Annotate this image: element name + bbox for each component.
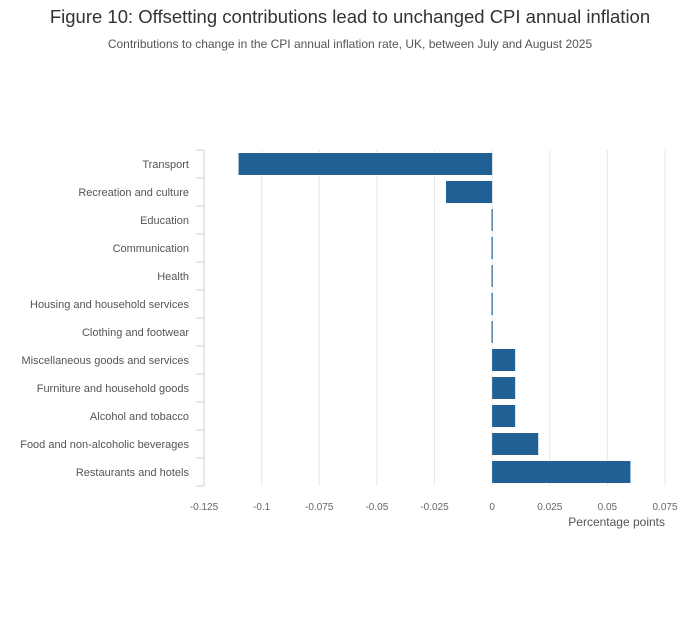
chart-subtitle: Contributions to change in the CPI annua… bbox=[107, 37, 593, 51]
bar bbox=[491, 237, 493, 259]
category-label: Education bbox=[140, 215, 189, 227]
category-labels: Transport Recreation and culture Education… bbox=[20, 159, 189, 479]
category-label: Transport bbox=[142, 159, 189, 171]
bar bbox=[492, 377, 516, 399]
x-axis-label: Percentage points bbox=[568, 515, 665, 529]
bar bbox=[238, 153, 493, 175]
category-label: Alcohol and tobacco bbox=[90, 411, 189, 423]
x-tick-label: 0 bbox=[489, 502, 495, 513]
grid-lines bbox=[261, 150, 666, 486]
category-label: Housing and household services bbox=[30, 299, 189, 311]
chart-title: Figure 10: Offsetting contributions lead… bbox=[49, 6, 651, 27]
x-tick-label: -0.125 bbox=[190, 502, 219, 513]
bar bbox=[492, 461, 631, 483]
bar bbox=[492, 405, 516, 427]
category-label: Clothing and footwear bbox=[82, 327, 189, 339]
bar bbox=[491, 321, 493, 343]
category-label: Restaurants and hotels bbox=[76, 467, 190, 479]
category-label: Furniture and household goods bbox=[37, 383, 190, 395]
category-label: Food and non-alcoholic beverages bbox=[20, 439, 189, 451]
x-tick-label: 0.025 bbox=[537, 502, 562, 513]
x-tick-label: 0.075 bbox=[652, 502, 677, 513]
bar bbox=[491, 293, 493, 315]
x-tick-label: -0.05 bbox=[365, 502, 388, 513]
category-label: Miscellaneous goods and services bbox=[21, 355, 189, 367]
x-tick-label: -0.075 bbox=[305, 502, 334, 513]
category-label: Recreation and culture bbox=[78, 187, 189, 199]
bar bbox=[491, 265, 493, 287]
x-tick-label: -0.025 bbox=[420, 502, 449, 513]
bar bbox=[492, 433, 539, 455]
bar bbox=[492, 349, 516, 371]
category-label: Communication bbox=[113, 243, 189, 255]
bar bbox=[446, 181, 493, 203]
bar bbox=[491, 209, 493, 231]
category-label: Health bbox=[157, 271, 189, 283]
y-axis bbox=[196, 149, 205, 487]
bars bbox=[238, 153, 631, 483]
x-tick-label: 0.05 bbox=[598, 502, 618, 513]
x-tick-labels: -0.125 -0.1 -0.075 -0.05 -0.025 0 0.025 0.05 0.0… bbox=[190, 502, 678, 513]
x-tick-label: -0.1 bbox=[253, 502, 271, 513]
